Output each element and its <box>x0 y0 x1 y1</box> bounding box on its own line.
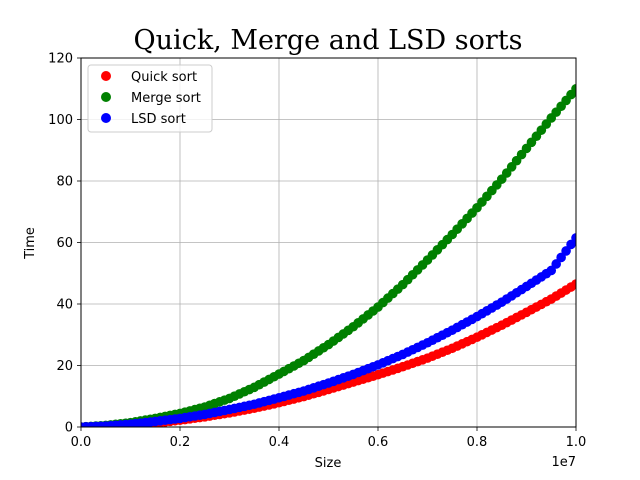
legend: Quick sort Merge sort LSD sort <box>87 64 213 133</box>
legend-label-merge-sort: Merge sort <box>131 91 201 106</box>
chart-title: Quick, Merge and LSD sorts <box>134 25 523 56</box>
series-lsd-sort <box>81 233 576 427</box>
series-layer <box>81 83 576 427</box>
data-point-lsd-sort <box>561 246 571 256</box>
y-tick-label: 20 <box>56 359 73 374</box>
y-tick-label: 80 <box>56 175 73 190</box>
legend-box <box>87 64 213 133</box>
data-point-quick-sort <box>571 279 576 289</box>
x-tick-label: 1.0 <box>566 435 587 450</box>
legend-marker-merge-sort <box>101 92 111 102</box>
legend-entry-lsd-sort: LSD sort <box>101 112 186 127</box>
data-point-lsd-sort <box>556 252 566 263</box>
x-axis: 0.0 0.2 0.4 0.6 0.8 1.0 <box>71 427 587 450</box>
x-tick-label: 0.0 <box>71 435 92 450</box>
legend-entry-quick-sort: Quick sort <box>101 70 197 85</box>
data-point-merge-sort <box>571 83 576 94</box>
x-tick-label: 0.4 <box>269 435 290 450</box>
x-axis-offset-label: 1e7 <box>551 455 576 470</box>
legend-marker-lsd-sort <box>101 113 111 123</box>
y-axis: 0 20 40 60 80 100 120 <box>48 52 81 436</box>
x-axis-label: Size <box>315 456 342 471</box>
y-tick-label: 120 <box>48 52 73 67</box>
y-axis-label: Time <box>23 227 38 260</box>
y-tick-label: 60 <box>56 236 73 251</box>
data-point-lsd-sort <box>546 265 557 276</box>
legend-label-quick-sort: Quick sort <box>131 70 197 85</box>
x-tick-label: 0.6 <box>368 435 389 450</box>
legend-marker-quick-sort <box>101 71 111 81</box>
data-point-lsd-sort <box>551 259 561 269</box>
y-tick-label: 40 <box>56 298 73 313</box>
data-point-lsd-sort <box>566 239 576 250</box>
y-tick-label: 0 <box>65 421 73 436</box>
x-tick-label: 0.8 <box>467 435 488 450</box>
legend-entry-merge-sort: Merge sort <box>101 91 201 106</box>
data-point-lsd-sort <box>571 233 576 243</box>
y-tick-label: 100 <box>48 113 73 128</box>
x-tick-label: 0.2 <box>170 435 191 450</box>
legend-label-lsd-sort: LSD sort <box>131 112 186 127</box>
